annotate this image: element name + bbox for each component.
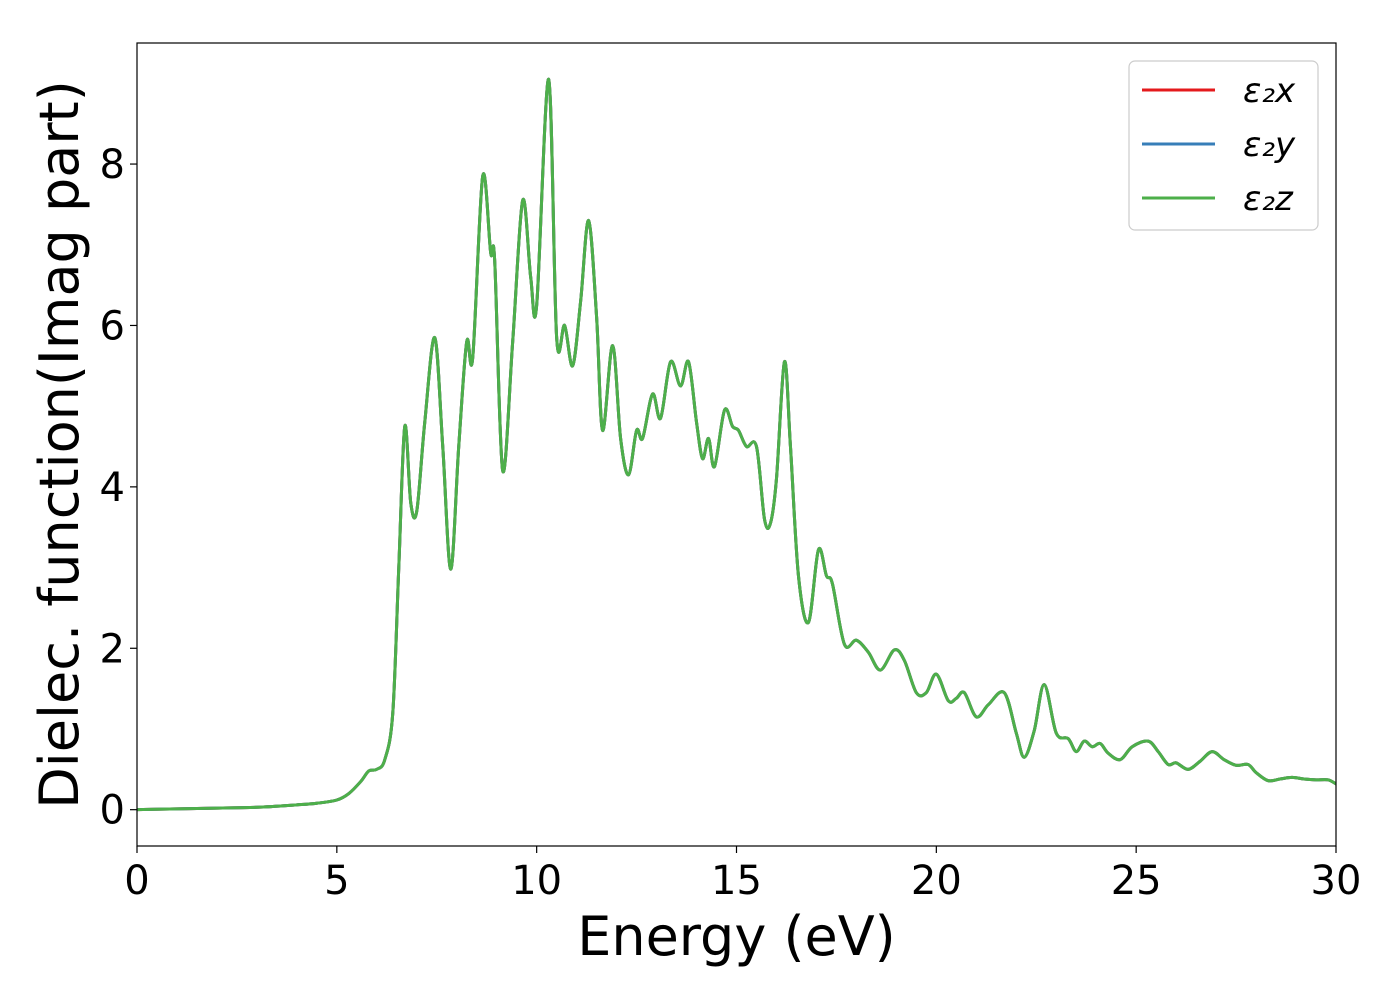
x-tick-label: 30: [1311, 858, 1362, 904]
y-tick-label: 0: [100, 788, 125, 834]
x-tick-label: 5: [324, 858, 349, 904]
x-tick-label: 0: [124, 858, 149, 904]
y-tick-label: 8: [100, 142, 125, 188]
legend-box: [1128, 60, 1319, 231]
x-axis-title: Energy (eV): [577, 905, 896, 968]
y-tick-label: 2: [100, 626, 125, 672]
x-tick-label: 25: [1111, 858, 1162, 904]
series-layer: [137, 77, 1336, 812]
legend-label: ε₂y: [1243, 125, 1296, 165]
y-tick-label: 4: [100, 465, 125, 511]
y-tick-label: 6: [100, 303, 125, 349]
legend: ε₂x ε₂y ε₂z: [1128, 60, 1319, 231]
x-tick-label: 20: [911, 858, 962, 904]
series-line-3: [137, 77, 1336, 812]
x-tick-label: 15: [711, 858, 762, 904]
y-axis-title: Dielec. function(Imag part): [28, 80, 91, 809]
legend-label: ε₂x: [1243, 71, 1296, 111]
ticks-layer: 0 5 10 15 20 25 30 0 2 4 6 8: [100, 142, 1362, 904]
x-tick-label: 10: [511, 858, 562, 904]
legend-label: ε₂z: [1243, 179, 1294, 219]
